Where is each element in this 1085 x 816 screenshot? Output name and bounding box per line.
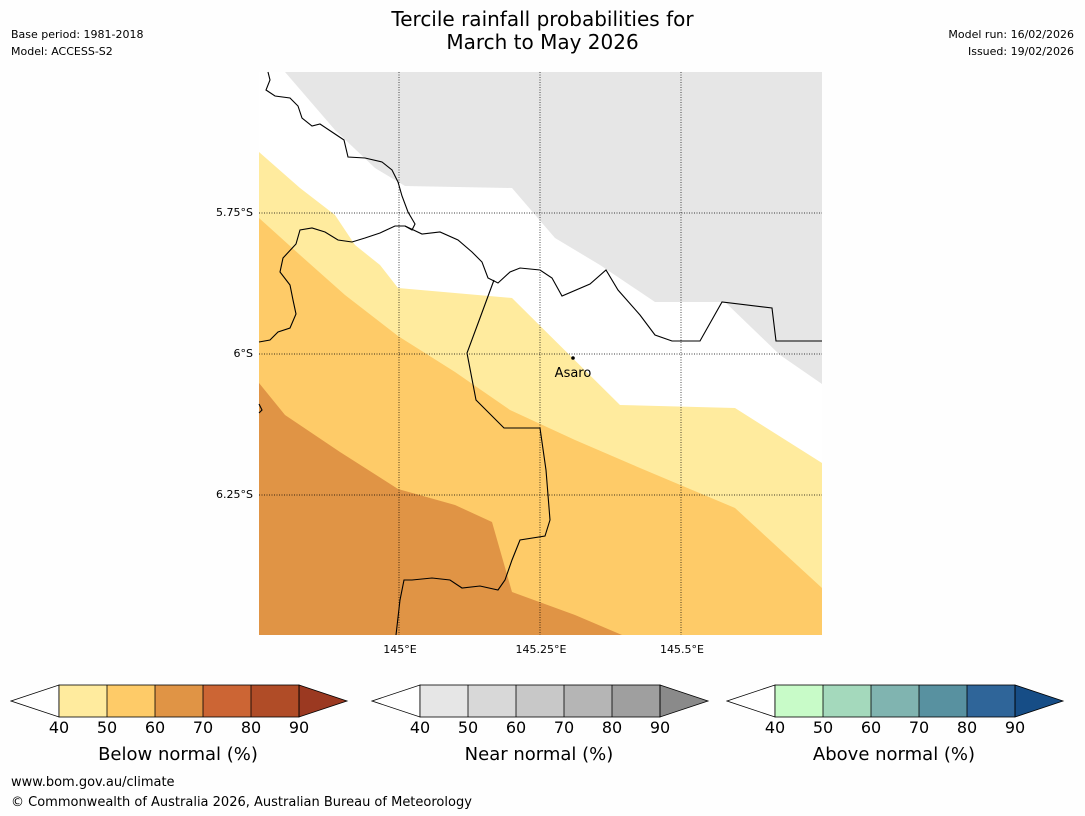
colorbar-above-normal (726, 684, 1065, 718)
asaro-label: Asaro (555, 366, 592, 381)
cbar-near-tick: 90 (649, 718, 671, 737)
cbar-near-70-80 (564, 685, 612, 717)
cbar-below-tick: 80 (240, 718, 262, 737)
cbar-above-70-80 (919, 685, 967, 717)
cbar-above-80-90 (967, 685, 1015, 717)
cbar-below-50-60 (107, 685, 155, 717)
cbar-below-arrow-low (10, 684, 60, 718)
cbar-above-arrow-high (1014, 684, 1065, 718)
below-normal-60-70-zone (259, 383, 622, 635)
colorbar-near-normal (371, 684, 710, 718)
cbar-above-50-60 (823, 685, 871, 717)
cbar-near-tick: 70 (553, 718, 575, 737)
meta-left: Base period: 1981-2018 Model: ACCESS-S2 (11, 26, 143, 60)
chart-title: Tercile rainfall probabilities for March… (0, 8, 1085, 54)
probability-fields (259, 72, 822, 635)
cbar-near-tick: 80 (601, 718, 623, 737)
cbar-near-tick: 40 (409, 718, 431, 737)
cbar-above-label: Above normal (%) (812, 744, 976, 765)
base-period: Base period: 1981-2018 (11, 28, 144, 41)
lat-label-5-75: 5.75°S (216, 206, 253, 219)
title-line-2: March to May 2026 (446, 30, 639, 54)
cbar-near-tick: 50 (457, 718, 479, 737)
cbar-below-40-50 (59, 685, 107, 717)
cbar-near-50-60 (468, 685, 516, 717)
footer-copyright: © Commonwealth of Australia 2026, Austra… (11, 795, 472, 810)
cbar-near-arrow-low (371, 684, 421, 718)
border-line-north (258, 71, 416, 343)
cbar-above-tick: 50 (812, 718, 834, 737)
asaro-marker (571, 356, 575, 360)
cbar-above-60-70 (871, 685, 919, 717)
lat-label-6: 6°S (233, 347, 253, 360)
lon-label-145-25: 145.25°E (515, 643, 567, 656)
border-line-central (395, 279, 551, 636)
colorbar-below-normal (10, 684, 349, 718)
cbar-above-arrow-low (726, 684, 776, 718)
model-name: Model: ACCESS-S2 (11, 45, 113, 58)
cbar-below-label: Below normal (%) (98, 744, 258, 765)
cbar-below-arrow-high (298, 684, 349, 718)
cbar-below-tick: 40 (48, 718, 70, 737)
cbar-below-60-70 (155, 685, 203, 717)
cbar-near-label: Near normal (%) (464, 744, 614, 765)
cbar-below-80-90 (251, 685, 299, 717)
model-run: Model run: 16/02/2026 (948, 28, 1074, 41)
footer-url[interactable]: www.bom.gov.au/climate (11, 775, 175, 790)
cbar-above-tick: 60 (860, 718, 882, 737)
cbar-below-70-80 (203, 685, 251, 717)
province-borders (258, 71, 822, 636)
cbar-near-arrow-high (659, 684, 710, 718)
title-line-1: Tercile rainfall probabilities for (391, 7, 694, 31)
cbar-above-40-50 (775, 685, 823, 717)
issued-date: Issued: 19/02/2026 (967, 45, 1074, 58)
cbar-near-60-70 (516, 685, 564, 717)
border-line-east (404, 225, 822, 342)
cbar-near-tick: 60 (505, 718, 527, 737)
cbar-below-tick: 50 (96, 718, 118, 737)
border-line-southwest (258, 403, 263, 414)
cbar-below-tick: 70 (192, 718, 214, 737)
meta-right: Model run: 16/02/2026 Issued: 19/02/2026 (948, 26, 1074, 60)
cbar-below-tick: 60 (144, 718, 166, 737)
lon-label-145: 145°E (383, 643, 417, 656)
cbar-below-tick: 90 (288, 718, 310, 737)
cbar-above-tick: 90 (1004, 718, 1026, 737)
lon-label-145-5: 145.5°E (660, 643, 704, 656)
cbar-above-tick: 70 (908, 718, 930, 737)
cbar-above-tick: 40 (764, 718, 786, 737)
no-data-region (285, 72, 822, 384)
cbar-above-tick: 80 (956, 718, 978, 737)
cbar-near-80-90 (612, 685, 660, 717)
cbar-near-40-50 (420, 685, 468, 717)
lat-label-6-25: 6.25°S (216, 488, 253, 501)
